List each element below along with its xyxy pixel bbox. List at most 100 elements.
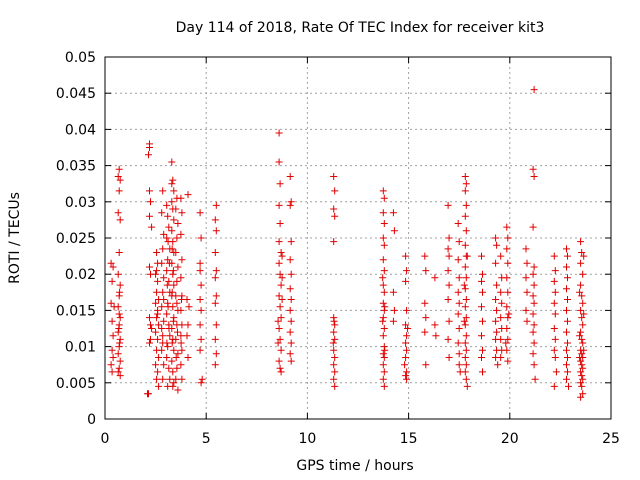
- data-point: [505, 310, 513, 318]
- data-point: [578, 361, 586, 369]
- data-point: [153, 267, 161, 275]
- data-point: [563, 328, 570, 336]
- data-point: [115, 165, 123, 173]
- data-point: [379, 209, 387, 217]
- data-point: [177, 274, 185, 282]
- x-tick-label: 5: [202, 431, 211, 447]
- data-point: [403, 306, 411, 314]
- data-point: [197, 234, 205, 242]
- data-point: [330, 361, 338, 369]
- data-point: [529, 165, 537, 173]
- data-point: [275, 325, 283, 332]
- data-point: [116, 176, 124, 184]
- data-point: [580, 252, 588, 260]
- data-point: [530, 173, 538, 180]
- data-point: [578, 292, 586, 300]
- data-point: [331, 382, 339, 390]
- data-point: [444, 296, 452, 303]
- data-point: [444, 245, 452, 253]
- data-point: [184, 354, 192, 361]
- data-point: [212, 227, 220, 235]
- data-point: [577, 238, 585, 246]
- data-point: [379, 375, 387, 383]
- data-point: [178, 256, 186, 264]
- data-point: [163, 281, 171, 289]
- data-point: [115, 187, 123, 195]
- data-point: [116, 372, 124, 380]
- data-point: [152, 328, 160, 336]
- data-point: [145, 390, 152, 398]
- data-point: [107, 259, 115, 267]
- data-point: [402, 252, 410, 260]
- data-point: [461, 339, 469, 347]
- data-point: [461, 241, 469, 249]
- data-point: [478, 354, 485, 361]
- data-point: [402, 339, 410, 347]
- data-point: [158, 325, 166, 332]
- data-point: [169, 368, 177, 376]
- data-point: [379, 234, 387, 242]
- data-point: [462, 332, 470, 340]
- data-point: [155, 354, 163, 361]
- data-point: [522, 306, 530, 314]
- data-point: [461, 368, 469, 376]
- data-point: [185, 303, 193, 311]
- data-point: [523, 317, 531, 325]
- data-point: [196, 209, 204, 217]
- data-point: [147, 335, 154, 343]
- data-point: [170, 187, 178, 195]
- data-point: [211, 274, 219, 282]
- data-point: [177, 306, 185, 314]
- y-tick-label: 0.02: [65, 267, 96, 283]
- data-point: [498, 299, 506, 307]
- data-point: [330, 205, 338, 213]
- data-point: [164, 343, 172, 351]
- data-point: [148, 325, 156, 332]
- data-point: [577, 328, 585, 336]
- data-point: [177, 332, 185, 340]
- data-point: [579, 321, 587, 329]
- data-point: [564, 274, 571, 282]
- data-point: [197, 335, 205, 343]
- data-point: [422, 361, 430, 369]
- data-point: [403, 267, 411, 275]
- data-point: [389, 209, 397, 217]
- data-point: [278, 252, 286, 260]
- data-point: [402, 354, 410, 361]
- data-point: [552, 368, 560, 376]
- data-point: [331, 212, 339, 220]
- data-point: [564, 252, 571, 260]
- data-point: [389, 288, 397, 296]
- data-point: [380, 267, 388, 275]
- data-point: [563, 285, 570, 293]
- data-point: [503, 303, 511, 311]
- data-point: [403, 375, 411, 383]
- data-point: [390, 227, 398, 235]
- data-point: [551, 335, 559, 343]
- data-point: [462, 314, 470, 322]
- data-point: [152, 270, 160, 278]
- data-point: [287, 296, 295, 303]
- data-point: [462, 180, 470, 188]
- data-point: [153, 288, 161, 296]
- data-points: [107, 86, 588, 401]
- data-point: [116, 281, 124, 289]
- data-point: [565, 382, 572, 390]
- data-point: [578, 382, 586, 390]
- data-point: [116, 288, 124, 296]
- data-point: [211, 361, 219, 369]
- data-point: [286, 201, 294, 209]
- data-point: [147, 321, 154, 329]
- data-point: [529, 292, 537, 300]
- data-point: [529, 350, 537, 358]
- data-point: [163, 354, 171, 361]
- data-point: [168, 339, 176, 347]
- data-point: [503, 325, 511, 332]
- data-point: [178, 346, 186, 354]
- data-point: [183, 296, 191, 303]
- data-point: [497, 354, 505, 361]
- data-point: [502, 339, 510, 347]
- data-point: [478, 252, 485, 260]
- data-point: [169, 176, 177, 184]
- data-point: [160, 296, 168, 303]
